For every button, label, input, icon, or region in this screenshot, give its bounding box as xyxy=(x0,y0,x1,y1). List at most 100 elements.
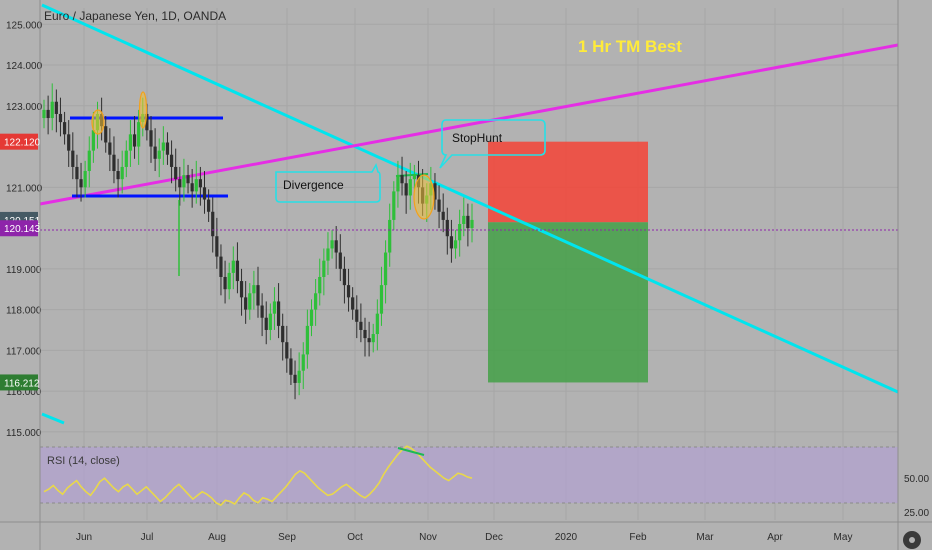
price-badge-label: 122.120 xyxy=(4,138,41,149)
highlight-ellipse xyxy=(138,91,148,129)
candle-body xyxy=(248,293,252,310)
candle-body xyxy=(132,134,137,147)
candle-body xyxy=(174,166,178,180)
month-tick-label: May xyxy=(834,532,853,543)
highlight-ellipse xyxy=(413,174,435,220)
candle-body xyxy=(178,179,182,188)
candle-body xyxy=(379,285,384,314)
candle-body xyxy=(408,179,412,196)
candle-body xyxy=(256,285,260,306)
month-tick-label: Apr xyxy=(767,532,783,543)
candle-body xyxy=(215,236,219,257)
price-tick-label: 125.000 xyxy=(6,20,43,31)
price-badge-label: 116.212 xyxy=(4,378,40,389)
candle-body xyxy=(58,113,63,123)
candle-body xyxy=(239,281,244,298)
candle-body xyxy=(153,146,157,159)
price-tick-label: 123.000 xyxy=(6,102,43,113)
candle-body xyxy=(326,248,330,261)
candle-body xyxy=(314,293,318,310)
candle-body xyxy=(71,150,75,167)
candle-body xyxy=(371,334,375,343)
trendline-fragment xyxy=(41,412,65,425)
rsi-tick-25: 25.00 xyxy=(904,508,929,519)
candle-body xyxy=(276,301,281,326)
candle-body xyxy=(219,256,223,277)
time-axis: Jun Jul Aug Sep Oct Nov Dec 2020 Feb Mar Apr May xyxy=(76,532,853,543)
price-tick-label: 124.000 xyxy=(6,61,43,72)
price-badge xyxy=(0,133,38,150)
month-tick-label: Feb xyxy=(629,532,647,543)
risk-reward-zones xyxy=(488,141,648,383)
divergence-label: Divergence xyxy=(283,178,344,192)
candle-body xyxy=(116,171,120,180)
candle-body xyxy=(375,313,379,335)
candle-body xyxy=(441,211,445,220)
candle-body xyxy=(145,113,149,131)
candle-body xyxy=(289,358,293,375)
candle-body xyxy=(46,109,50,119)
candle-body xyxy=(462,215,466,224)
candle-body xyxy=(42,109,46,119)
candle-body xyxy=(355,309,359,322)
price-axis: 125.000 124.000 123.000 121.000 119.000 118.0… xyxy=(6,20,43,439)
candle-body xyxy=(112,154,116,172)
candle-body xyxy=(437,199,441,212)
price-badge xyxy=(0,374,38,391)
rsi-divergence-line xyxy=(397,447,425,456)
month-tick-label: Nov xyxy=(419,532,437,543)
candle-body xyxy=(62,122,67,135)
candle-body xyxy=(281,325,285,343)
candle-body xyxy=(305,325,309,355)
candle-body xyxy=(227,272,231,290)
candle-body xyxy=(75,166,79,180)
candle-body xyxy=(322,260,326,277)
candle-body xyxy=(54,101,58,114)
rsi-line xyxy=(43,445,473,507)
candle-body xyxy=(67,134,71,151)
candle-body xyxy=(223,276,227,290)
candle-body xyxy=(194,179,198,192)
candle-body xyxy=(252,285,256,294)
price-tick-label: 121.000 xyxy=(6,183,43,194)
candle-body xyxy=(211,211,215,237)
candle-body xyxy=(190,183,194,192)
month-tick-label: Oct xyxy=(347,532,363,543)
candle-body xyxy=(149,130,153,147)
candle-body xyxy=(83,171,87,188)
candle-body xyxy=(318,276,322,294)
candle-body xyxy=(301,354,305,371)
candle-body xyxy=(470,219,474,229)
candle-body xyxy=(161,142,165,151)
price-badge xyxy=(0,220,38,237)
candle-body xyxy=(231,260,235,273)
candle-body xyxy=(272,301,277,314)
candle-body xyxy=(186,175,190,184)
price-badge-label: 120.143 xyxy=(4,224,41,235)
candle-body xyxy=(404,183,408,196)
candle-body xyxy=(120,166,124,180)
candle-body xyxy=(412,175,416,180)
candle-body xyxy=(235,260,240,282)
rsi-label: RSI (14, close) xyxy=(47,455,120,467)
candle-body xyxy=(128,134,133,151)
candle-body xyxy=(260,305,264,318)
candle-body xyxy=(383,252,388,286)
candle-body xyxy=(244,297,248,310)
candle-body xyxy=(87,150,91,172)
candlesticks xyxy=(42,83,474,400)
candle-body xyxy=(207,199,211,212)
candle-body xyxy=(79,179,83,188)
candle-body xyxy=(297,370,301,383)
candle-body xyxy=(165,142,170,155)
candle-body xyxy=(91,130,95,151)
candle-body xyxy=(388,219,392,253)
candle-body xyxy=(445,219,449,237)
candle-body xyxy=(346,285,351,298)
price-tick-label: 116.000 xyxy=(6,387,42,398)
chart-title: Euro / Japanese Yen, 1D, OANDA xyxy=(44,9,226,23)
highlight-ellipses xyxy=(91,91,435,220)
candle-body xyxy=(108,142,112,155)
